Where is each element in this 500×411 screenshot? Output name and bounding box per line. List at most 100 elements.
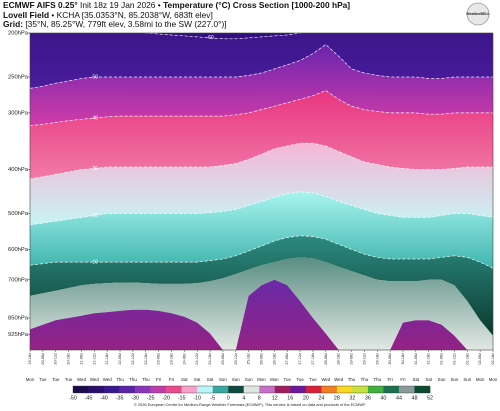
colorbar-label: 0: [227, 395, 230, 401]
isotherm-label: -10: [91, 259, 98, 265]
colorbar-label: 32: [349, 395, 355, 401]
y-tick-label: 925hPa: [8, 332, 29, 338]
weekday-label: Tue: [52, 377, 60, 382]
weekday-label: Sun: [463, 377, 471, 382]
weekday-label: Mon: [26, 377, 35, 382]
colorbar-label: -5: [210, 395, 215, 401]
x-tick-label: 01-18z: [465, 353, 469, 365]
station: • KCHA [35.0353°N, 85.2038°W, 683ft elev…: [51, 9, 213, 20]
colorbar-swatch: [104, 386, 120, 393]
weekday-label: Sun: [451, 377, 459, 382]
title-line: ECMWF AIFS 0.25° Init 18z 19 Jan 2026 • …: [3, 0, 350, 11]
isotherm: [30, 90, 493, 126]
temperature-band: [30, 90, 493, 180]
weekday-label: Sun: [438, 377, 446, 382]
y-tick-label: 250hPa: [8, 74, 29, 80]
colorbar-swatch: [119, 386, 136, 393]
weekday-label: Mon: [257, 377, 266, 382]
colorbar-label: -20: [162, 395, 170, 401]
weekday-label: Sat: [194, 377, 201, 382]
plot-area: -60 -50 -40 -30 -20 -10: [30, 33, 493, 350]
temperature-band: [30, 44, 493, 126]
weekday-label: Tue: [284, 377, 292, 382]
colorbar-label: -45: [85, 395, 93, 401]
x-tick-label: 24-12z: [195, 353, 199, 365]
colorbar-swatch: [321, 386, 338, 393]
x-tick-label: 21-18z: [105, 353, 109, 365]
colorbar-swatch: [336, 386, 353, 393]
isotherm-label: -40: [91, 115, 98, 121]
colorbar-swatch: [398, 386, 415, 393]
isotherm: [30, 235, 493, 269]
colorbar-swatch: [181, 386, 198, 393]
colorbar-label: -10: [193, 395, 201, 401]
weekday-label: Thu: [361, 377, 369, 382]
colorbar-label: 20: [303, 395, 309, 401]
y-tick-label: 200hPa: [8, 31, 29, 37]
x-tick-label: 29-06z: [350, 353, 354, 365]
colorbar-label: 12: [272, 395, 278, 401]
x-tick-label: 22-12z: [131, 353, 135, 365]
x-tick-label: 20-12z: [54, 353, 58, 365]
x-tick-label: 01-12z: [452, 353, 456, 365]
logo-badge: [466, 2, 490, 26]
weekday-label: Sat: [181, 377, 188, 382]
temperature-band: [30, 279, 493, 350]
weekday-label: Sun: [232, 377, 240, 382]
weekday-label: Sat: [207, 377, 214, 382]
x-tick-label: 27-18z: [311, 353, 315, 365]
colorbar-label: 40: [380, 395, 386, 401]
colorbar-label: 4: [242, 395, 245, 401]
x-tick-label: 20-18z: [67, 353, 71, 365]
colorbar-swatch: [197, 386, 213, 393]
isotherm-label: -60: [206, 35, 213, 41]
header: ECMWF AIFS 0.25° Init 18z 19 Jan 2026 • …: [3, 0, 350, 30]
colorbar-label: 28: [334, 395, 340, 401]
isotherm: [30, 44, 493, 89]
x-tick-label: 23-06z: [157, 353, 161, 365]
y-tick-label: 600hPa: [8, 247, 29, 253]
x-tick-label: 31-06z: [414, 353, 418, 365]
weekday-label: Sun: [219, 377, 227, 382]
weekday-label: Wed: [103, 377, 113, 382]
weekday-label: Thu: [116, 377, 124, 382]
grid-info: [35°N, 85.25°W, 779ft elev, 3.58mi to th…: [25, 19, 227, 30]
weekday-label: Tue: [39, 377, 47, 382]
colorbar-swatch: [150, 386, 167, 393]
y-tick-label: 400hPa: [8, 167, 29, 173]
colorbar-swatch: [305, 386, 322, 393]
weekday-label: Wed: [77, 377, 87, 382]
colorbar-swatch: [290, 386, 307, 393]
x-tick-label: 30-06z: [388, 353, 392, 365]
weekday-label: Tue: [65, 377, 73, 382]
x-tick-label: 28-06z: [324, 353, 328, 365]
x-tick-label: 26-06z: [260, 353, 264, 365]
colorbar-frame: [72, 385, 431, 394]
x-tick-label: 01-06z: [440, 353, 444, 365]
colorbar-swatch: [367, 386, 384, 393]
colorbar-swatch: [259, 386, 275, 393]
colorbar-label: -35: [116, 395, 124, 401]
colorbar-label: 48: [411, 395, 417, 401]
weekday-label: Wed: [90, 377, 100, 382]
isotherm-label: -30: [91, 166, 98, 172]
x-tick-label: 20-06z: [41, 353, 45, 365]
temperature-band: [30, 191, 493, 269]
x-tick-label: 21-06z: [79, 353, 83, 365]
weekday-label: Tue: [296, 377, 304, 382]
weekday-label: Wed: [334, 377, 344, 382]
x-tick-label: 23-18z: [169, 353, 173, 365]
x-tick-label: 24-18z: [208, 353, 212, 365]
colorbar-swatch: [88, 386, 105, 393]
weekday-label: Sun: [245, 377, 253, 382]
isotherm: [141, 33, 303, 40]
weekday-label: Sat: [425, 377, 432, 382]
temperature-band: [145, 33, 301, 39]
x-tick-label: 30-18z: [401, 353, 405, 365]
colorbar-swatch: [383, 386, 400, 393]
colorbar-label: 36: [365, 395, 371, 401]
colorbar-label: -25: [147, 395, 155, 401]
colorbar-label: -15: [178, 395, 186, 401]
x-tick-label: 02-18z: [491, 353, 495, 365]
weekday-label: Mon: [489, 377, 498, 382]
